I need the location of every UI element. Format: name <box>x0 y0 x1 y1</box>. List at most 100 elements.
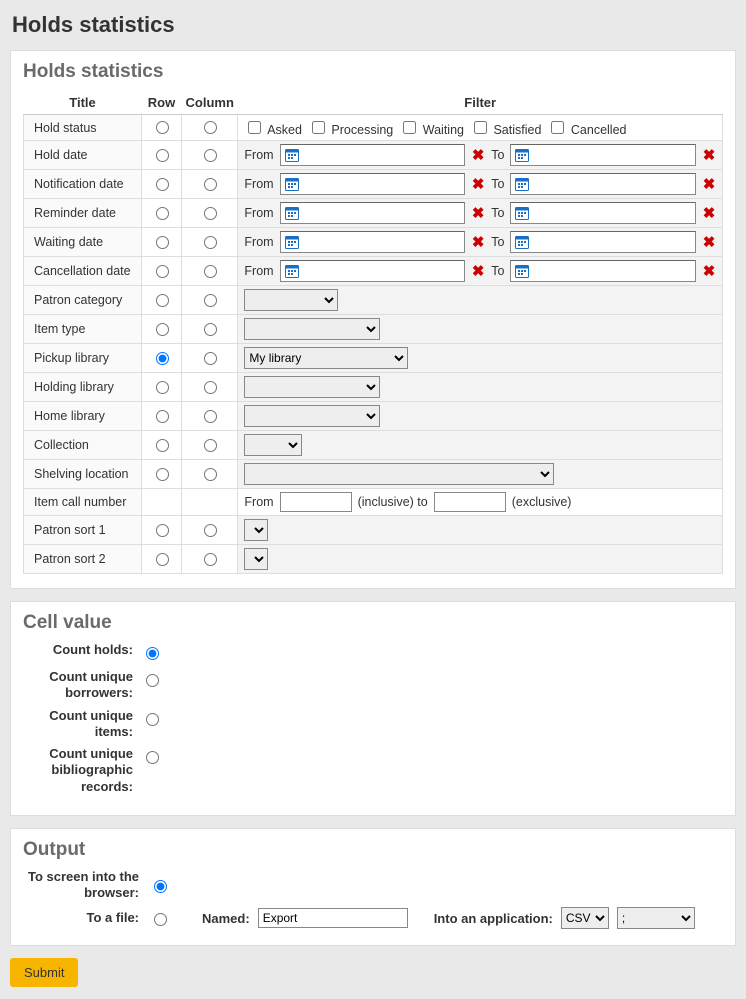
to-label: To <box>491 177 504 191</box>
waiting_date-from-input[interactable] <box>280 231 466 253</box>
hold_date-from-input[interactable] <box>280 144 466 166</box>
submit-button[interactable]: Submit <box>10 958 78 987</box>
clear-from-icon[interactable]: ✖ <box>471 204 485 222</box>
patron_sort_2-select[interactable] <box>244 548 268 570</box>
output-heading: Output <box>23 839 723 861</box>
header-row: Row <box>142 91 182 115</box>
status-cancelled-checkbox[interactable] <box>551 121 564 134</box>
to-label: To <box>491 148 504 162</box>
notification_date-to-input[interactable] <box>510 173 696 195</box>
export-name-input[interactable] <box>258 908 408 928</box>
statistics-panel: Holds statistics Title Row Column Filter… <box>10 50 736 589</box>
hold-status-col-radio[interactable] <box>204 121 217 134</box>
row-title: Reminder date <box>24 199 142 228</box>
clear-to-icon[interactable]: ✖ <box>702 262 716 280</box>
home_library-select[interactable] <box>244 405 380 427</box>
patron_sort_1-col-radio[interactable] <box>204 524 217 537</box>
collection-row-radio[interactable] <box>156 439 169 452</box>
cancellation_date-row-radio[interactable] <box>156 265 169 278</box>
patron_category-col-radio[interactable] <box>204 294 217 307</box>
to-screen-radio[interactable] <box>154 880 167 893</box>
count_biblio-radio[interactable] <box>146 751 159 764</box>
patron_category-select[interactable] <box>244 289 338 311</box>
status-processing-checkbox[interactable] <box>312 121 325 134</box>
patron_sort_1-row-radio[interactable] <box>156 524 169 537</box>
status-waiting-checkbox[interactable] <box>403 121 416 134</box>
clear-from-icon[interactable]: ✖ <box>471 146 485 164</box>
callnum-from-input[interactable] <box>280 492 352 512</box>
shelving_location-col-radio[interactable] <box>204 468 217 481</box>
row-title: Hold date <box>24 141 142 170</box>
notification_date-col-radio[interactable] <box>204 178 217 191</box>
hold_date-row-radio[interactable] <box>156 149 169 162</box>
row-title: Hold status <box>24 115 142 141</box>
waiting_date-to-input[interactable] <box>510 231 696 253</box>
status-satisfied-checkbox[interactable] <box>474 121 487 134</box>
pickup_library-col-radio[interactable] <box>204 352 217 365</box>
home_library-col-radio[interactable] <box>204 410 217 423</box>
hold_date-col-radio[interactable] <box>204 149 217 162</box>
clear-to-icon[interactable]: ✖ <box>702 204 716 222</box>
clear-to-icon[interactable]: ✖ <box>702 146 716 164</box>
cancellation_date-to-input[interactable] <box>510 260 696 282</box>
status-label: Asked <box>267 123 302 137</box>
waiting_date-row-radio[interactable] <box>156 236 169 249</box>
hold-status-row-radio[interactable] <box>156 121 169 134</box>
to-file-radio[interactable] <box>154 913 167 926</box>
status-asked-checkbox[interactable] <box>248 121 261 134</box>
holding_library-row-radio[interactable] <box>156 381 169 394</box>
count_holds-label: Count holds: <box>23 642 141 658</box>
header-filter: Filter <box>238 91 723 115</box>
item_type-col-radio[interactable] <box>204 323 217 336</box>
patron_category-row-radio[interactable] <box>156 294 169 307</box>
format-select[interactable]: CSV <box>561 907 609 929</box>
into-app-label: Into an application: <box>434 911 553 926</box>
from-label: From <box>244 264 273 278</box>
clear-to-icon[interactable]: ✖ <box>702 233 716 251</box>
count_holds-radio[interactable] <box>146 647 159 660</box>
row-title: Home library <box>24 402 142 431</box>
reminder_date-col-radio[interactable] <box>204 207 217 220</box>
item_type-row-radio[interactable] <box>156 323 169 336</box>
clear-to-icon[interactable]: ✖ <box>702 175 716 193</box>
clear-from-icon[interactable]: ✖ <box>471 262 485 280</box>
home_library-row-radio[interactable] <box>156 410 169 423</box>
row-title: Item type <box>24 315 142 344</box>
reminder_date-to-input[interactable] <box>510 202 696 224</box>
row-title: Item call number <box>24 489 142 516</box>
pickup_library-select[interactable]: My library <box>244 347 408 369</box>
collection-col-radio[interactable] <box>204 439 217 452</box>
collection-select[interactable] <box>244 434 302 456</box>
clear-from-icon[interactable]: ✖ <box>471 175 485 193</box>
patron_sort_1-select[interactable] <box>244 519 268 541</box>
to-screen-label: To screen into the browser: <box>23 869 141 902</box>
shelving_location-row-radio[interactable] <box>156 468 169 481</box>
holding_library-select[interactable] <box>244 376 380 398</box>
reminder_date-from-input[interactable] <box>280 202 466 224</box>
cancellation_date-from-input[interactable] <box>280 260 466 282</box>
output-panel: Output To screen into the browser: To a … <box>10 828 736 947</box>
clear-from-icon[interactable]: ✖ <box>471 233 485 251</box>
reminder_date-row-radio[interactable] <box>156 207 169 220</box>
row-title: Patron sort 2 <box>24 545 142 574</box>
patron_sort_2-row-radio[interactable] <box>156 553 169 566</box>
row-title: Holding library <box>24 373 142 402</box>
callnum-to-input[interactable] <box>434 492 506 512</box>
holding_library-col-radio[interactable] <box>204 381 217 394</box>
row-title: Notification date <box>24 170 142 199</box>
separator-select[interactable]: ; <box>617 907 695 929</box>
pickup_library-row-radio[interactable] <box>156 352 169 365</box>
shelving_location-select[interactable] <box>244 463 554 485</box>
page-title: Holds statistics <box>12 12 736 38</box>
item_type-select[interactable] <box>244 318 380 340</box>
notification_date-row-radio[interactable] <box>156 178 169 191</box>
row-title: Shelving location <box>24 460 142 489</box>
count_borrowers-radio[interactable] <box>146 674 159 687</box>
notification_date-from-input[interactable] <box>280 173 466 195</box>
patron_sort_2-col-radio[interactable] <box>204 553 217 566</box>
hold_date-to-input[interactable] <box>510 144 696 166</box>
waiting_date-col-radio[interactable] <box>204 236 217 249</box>
count_items-radio[interactable] <box>146 713 159 726</box>
named-label: Named: <box>202 911 250 926</box>
cancellation_date-col-radio[interactable] <box>204 265 217 278</box>
